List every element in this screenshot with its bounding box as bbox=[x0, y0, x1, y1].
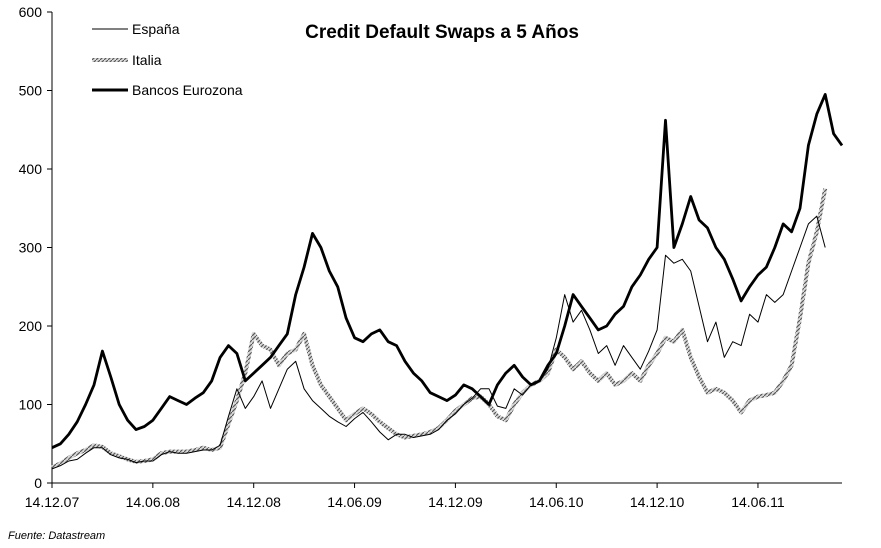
y-tick-label: 200 bbox=[19, 318, 43, 334]
legend: España Italia Bancos Eurozona bbox=[92, 21, 243, 98]
series-line-españa bbox=[51, 215, 826, 470]
series-layer bbox=[51, 93, 844, 470]
x-tick-label: 14.12.07 bbox=[25, 494, 80, 510]
series-line-bancos-eurozona bbox=[51, 93, 844, 449]
legend-label: España bbox=[132, 21, 180, 37]
legend-label: Italia bbox=[132, 52, 162, 68]
y-tick-label: 500 bbox=[19, 83, 43, 99]
y-tick-label: 100 bbox=[19, 397, 43, 413]
y-tick-label: 0 bbox=[34, 475, 42, 491]
y-tick-label: 300 bbox=[19, 240, 43, 256]
source-note: Fuente: Datastream bbox=[8, 530, 106, 542]
x-tick-label: 14.06.08 bbox=[126, 494, 181, 510]
chart-title: Credit Default Swaps a 5 Años bbox=[305, 22, 579, 43]
series-line-italia bbox=[51, 188, 828, 470]
y-tick-label: 400 bbox=[19, 161, 43, 177]
y-tick-label: 600 bbox=[19, 4, 43, 20]
axes: 0 100 200 300 400 500 600 14.12.07 14.06.08 14.12… bbox=[19, 4, 842, 510]
x-tick-label: 14.12.10 bbox=[630, 494, 685, 510]
x-tick-label: 14.06.09 bbox=[327, 494, 382, 510]
x-tick-label: 14.12.08 bbox=[226, 494, 281, 510]
x-tick-label: 14.06.10 bbox=[529, 494, 584, 510]
x-tick-label: 14.12.09 bbox=[428, 494, 483, 510]
legend-label: Bancos Eurozona bbox=[132, 82, 243, 98]
x-tick-label: 14.06.11 bbox=[731, 494, 785, 510]
